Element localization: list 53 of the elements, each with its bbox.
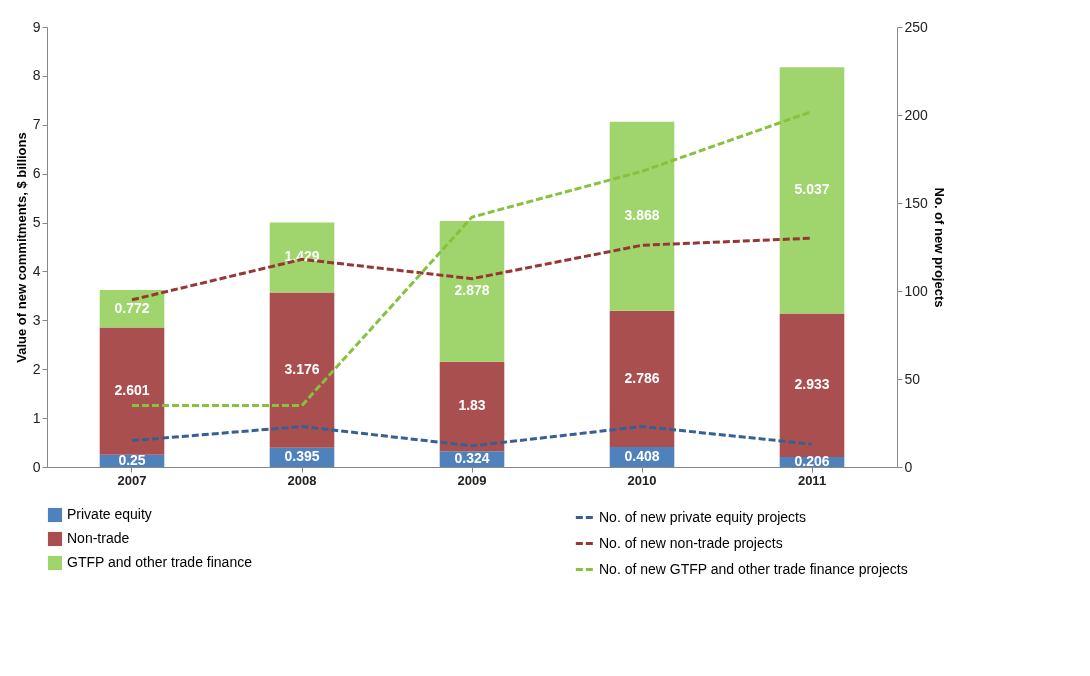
bar xyxy=(269,222,335,293)
x-tick-label: 2008 xyxy=(287,472,317,488)
data-label: 1.83 xyxy=(458,397,486,414)
x-tick-label: 2011 xyxy=(797,472,827,488)
data-label: 2.601 xyxy=(114,382,150,399)
legend-label: No. of new non-trade projects xyxy=(599,534,783,551)
y-tick-label: 0 xyxy=(32,458,41,475)
data-label: 0.324 xyxy=(454,450,490,467)
data-label: 0.25 xyxy=(118,451,146,468)
y-tick-label: 4 xyxy=(32,262,41,279)
data-label: 0.395 xyxy=(284,448,320,465)
data-label: 5.037 xyxy=(794,181,830,198)
bar xyxy=(439,361,505,452)
y2-tick-label: 100 xyxy=(904,282,929,299)
data-label: 3.868 xyxy=(624,207,660,224)
y2-tick-label: 200 xyxy=(904,106,929,123)
line-series xyxy=(130,425,814,448)
y2-tick-label: 50 xyxy=(904,370,921,387)
y-tick-label: 2 xyxy=(32,360,41,377)
bar xyxy=(779,67,845,314)
bar xyxy=(99,327,165,455)
data-label: 0.408 xyxy=(624,448,660,465)
x-tick-label: 2010 xyxy=(627,472,657,488)
bar xyxy=(439,220,505,362)
y-tick-label: 5 xyxy=(32,214,41,231)
bar xyxy=(779,313,845,457)
y-tick-label: 9 xyxy=(32,18,41,35)
legend-label: No. of new GTFP and other trade finance projects xyxy=(599,560,908,577)
data-label: 2.878 xyxy=(454,282,490,299)
x-tick-label: 2007 xyxy=(117,472,147,488)
legend-label: GTFP and other trade finance xyxy=(67,554,253,570)
y-tick-label: 7 xyxy=(32,116,41,133)
data-label: 2.786 xyxy=(624,369,660,386)
legend-label: No. of new private equity projects xyxy=(599,508,806,525)
y2-tick-label: 0 xyxy=(904,458,913,475)
y-tick-label: 3 xyxy=(32,311,41,328)
y-tick-label: 1 xyxy=(32,409,41,426)
y-tick-label: 6 xyxy=(32,165,41,182)
y-tick-label: 8 xyxy=(32,67,41,84)
data-label: 0.772 xyxy=(114,299,150,316)
bar xyxy=(269,292,335,448)
x-tick-label: 2009 xyxy=(457,472,487,488)
y2-tick-label: 250 xyxy=(904,18,929,35)
legend-label: Private equity xyxy=(67,506,152,522)
y-axis-title: Value of new commitments, $ billions xyxy=(13,132,29,363)
bar xyxy=(609,121,675,311)
bar xyxy=(609,310,675,448)
data-label: 3.176 xyxy=(284,361,320,378)
data-label: 2.933 xyxy=(794,376,830,393)
y2-axis-title: No. of new projects xyxy=(931,187,947,308)
y2-tick-label: 150 xyxy=(904,194,929,211)
data-label: 0.206 xyxy=(794,452,830,469)
legend-label: Non-trade xyxy=(67,530,130,546)
